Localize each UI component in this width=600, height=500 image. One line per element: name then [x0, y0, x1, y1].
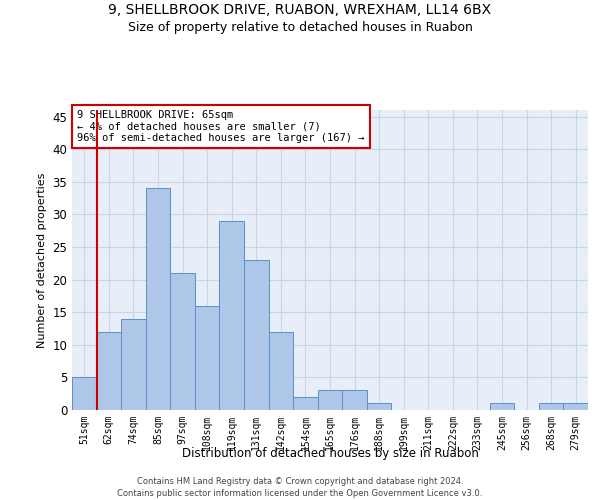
- Bar: [220, 221, 244, 410]
- Bar: [269, 332, 293, 410]
- Bar: [244, 260, 269, 410]
- Text: 9 SHELLBROOK DRIVE: 65sqm
← 4% of detached houses are smaller (7)
96% of semi-de: 9 SHELLBROOK DRIVE: 65sqm ← 4% of detach…: [77, 110, 365, 143]
- Bar: [490, 404, 514, 410]
- Bar: [170, 273, 195, 410]
- Y-axis label: Number of detached properties: Number of detached properties: [37, 172, 47, 348]
- Bar: [342, 390, 367, 410]
- Bar: [146, 188, 170, 410]
- Text: Contains HM Land Registry data © Crown copyright and database right 2024.: Contains HM Land Registry data © Crown c…: [137, 478, 463, 486]
- Bar: [72, 378, 97, 410]
- Bar: [195, 306, 220, 410]
- Text: 9, SHELLBROOK DRIVE, RUABON, WREXHAM, LL14 6BX: 9, SHELLBROOK DRIVE, RUABON, WREXHAM, LL…: [109, 2, 491, 16]
- Bar: [563, 404, 588, 410]
- Bar: [293, 397, 318, 410]
- Bar: [318, 390, 342, 410]
- Bar: [539, 404, 563, 410]
- Text: Distribution of detached houses by size in Ruabon: Distribution of detached houses by size …: [182, 448, 478, 460]
- Text: Size of property relative to detached houses in Ruabon: Size of property relative to detached ho…: [128, 21, 472, 34]
- Bar: [97, 332, 121, 410]
- Bar: [121, 318, 146, 410]
- Text: Contains public sector information licensed under the Open Government Licence v3: Contains public sector information licen…: [118, 489, 482, 498]
- Bar: [367, 404, 391, 410]
